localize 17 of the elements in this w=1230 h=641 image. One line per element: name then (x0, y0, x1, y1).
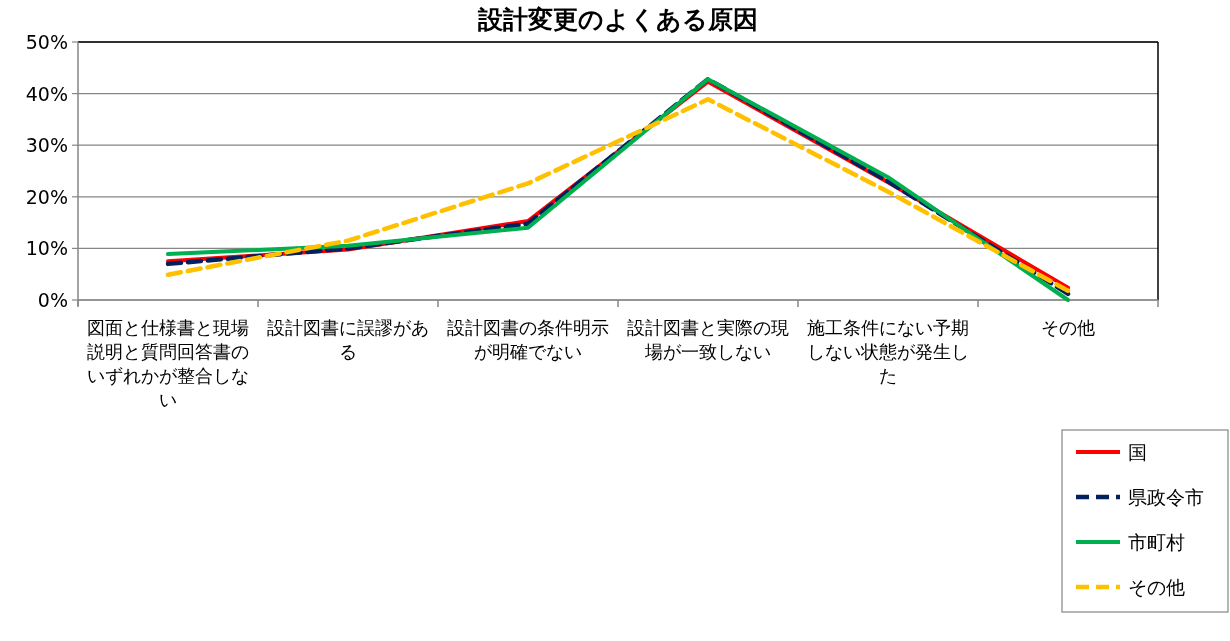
x-tick-label: 施工条件にない予期しない状態が発生した (806, 316, 970, 388)
y-tick-label: 20% (25, 185, 68, 208)
x-tick-label: 設計図書の条件明示が明確でない (446, 316, 610, 364)
legend-label: 県政令市 (1128, 486, 1204, 508)
x-tick-label: 図面と仕様書と現場説明と質問回答書のいずれかが整合しない (86, 316, 250, 412)
x-tick-label: 設計図書と実際の現場が一致しない (626, 316, 790, 364)
x-tick-label: 設計図書に誤謬がある (266, 316, 430, 364)
chart-title: 設計変更のよくある原因 (477, 5, 758, 34)
y-tick-label: 50% (25, 31, 68, 53)
legend-label: その他 (1128, 576, 1185, 598)
x-tick-label: その他 (1040, 316, 1096, 340)
y-tick-label: 40% (25, 82, 68, 105)
legend-label: 国 (1128, 441, 1147, 463)
y-tick-label: 30% (25, 134, 68, 157)
y-tick-label: 0% (37, 289, 68, 311)
legend-label: 市町村 (1128, 531, 1185, 553)
y-tick-label: 10% (25, 237, 68, 260)
